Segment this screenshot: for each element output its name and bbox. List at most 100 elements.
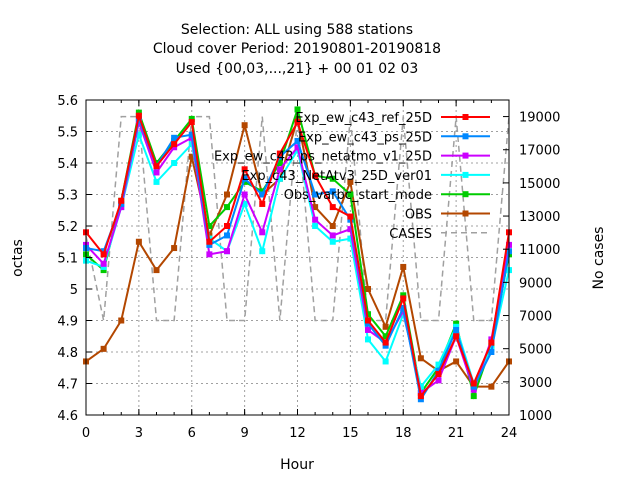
data-point: [259, 229, 266, 236]
x-tick-label: 9: [240, 426, 248, 441]
y2-tick-label: 3000: [519, 376, 552, 391]
data-point: [241, 200, 248, 207]
data-point: [435, 361, 442, 368]
legend-marker: [462, 152, 469, 159]
data-point: [382, 333, 389, 340]
data-point: [241, 191, 248, 198]
data-point: [453, 323, 460, 330]
data-point: [382, 339, 389, 346]
data-point: [365, 317, 371, 324]
data-point: [347, 178, 354, 185]
data-point: [347, 213, 354, 220]
data-point: [312, 172, 319, 179]
y2-tick-label: 1000: [519, 409, 552, 424]
data-point: [224, 204, 230, 211]
legend-label: Exp_ew_c43_ref_25D: [295, 111, 432, 126]
data-point: [118, 317, 125, 324]
data-point: [453, 333, 460, 340]
data-point: [294, 137, 301, 144]
data-point: [417, 393, 424, 400]
data-point: [329, 175, 336, 182]
y-tick-label: 4.6: [57, 409, 78, 424]
data-point: [259, 188, 266, 195]
data-point: [347, 235, 354, 242]
x-tick-label: 0: [82, 426, 90, 441]
x-tick-label: 3: [135, 426, 143, 441]
data-point: [329, 188, 336, 195]
legend-label: Exp_ew_c43_ps_25D: [298, 130, 432, 145]
y-tick-label: 5.1: [57, 252, 78, 267]
data-point: [365, 311, 371, 318]
x-tick-label: 18: [395, 426, 412, 441]
data-point: [347, 191, 354, 198]
data-point: [153, 163, 160, 170]
series-6: [85, 115, 510, 322]
y-tick-label: 4.8: [57, 346, 78, 361]
data-point: [206, 223, 213, 229]
data-point: [276, 160, 283, 166]
legend-marker: [462, 191, 469, 198]
data-point: [135, 109, 142, 116]
data-point: [488, 339, 495, 346]
data-point: [171, 160, 178, 166]
data-point: [329, 238, 336, 245]
data-point: [100, 263, 107, 270]
data-point: [188, 153, 195, 160]
legend-marker: [462, 171, 469, 178]
data-point: [153, 178, 160, 185]
data-point: [135, 112, 142, 119]
y-tick-label: 5: [70, 283, 78, 298]
chart-title-line-3: Used {00,03,...,21} + 00 01 02 03: [176, 61, 419, 77]
data-point: [171, 134, 178, 141]
legend-label: Obs_varbc_start_mode: [284, 188, 432, 203]
data-point: [312, 216, 319, 223]
data-point: [259, 200, 266, 207]
data-point: [241, 122, 248, 129]
data-point: [453, 326, 460, 333]
x-tick-label: 6: [188, 426, 196, 441]
y2-tick-label: 15000: [519, 177, 560, 192]
data-point: [100, 267, 107, 274]
data-point: [188, 119, 195, 126]
data-point: [276, 153, 283, 160]
legend-label: Exp_c43_NetAtv3_25D_ver01: [241, 169, 432, 184]
data-point: [171, 137, 178, 144]
data-point: [224, 248, 230, 255]
data-point: [453, 320, 460, 327]
y2-tick-label: 17000: [519, 144, 560, 159]
data-point: [100, 260, 107, 267]
data-point: [206, 238, 213, 245]
tick-labels: 0 3 6 9 12 15 18 21 24 4.6 4.7 4.8 4.9 5 5.1 5.2 5.3 5.4 5…: [57, 94, 560, 441]
y-tick-label: 5.4: [57, 157, 78, 172]
data-point: [329, 204, 336, 211]
chart-title-line-1: Selection: ALL using 588 stations: [181, 22, 413, 38]
y2-tick-label: 11000: [519, 243, 560, 258]
legend-label: Exp_ew_c43_ps_netatmo_v1_25D: [214, 150, 432, 165]
data-point: [417, 383, 424, 390]
data-point: [188, 131, 195, 138]
y2-tick-label: 19000: [519, 111, 560, 126]
data-point: [488, 383, 495, 390]
chart-title-line-2: Cloud cover Period: 20190801-20190818: [153, 41, 441, 57]
data-point: [435, 377, 442, 384]
tick-marks: [85, 99, 510, 416]
data-point: [153, 160, 160, 166]
data-point: [241, 166, 248, 173]
y-axis-label: octas: [10, 239, 26, 277]
x-axis-label: Hour: [280, 457, 314, 473]
data-point: [312, 204, 319, 211]
y-tick-label: 4.9: [57, 315, 78, 330]
data-point: [135, 131, 142, 138]
y-tick-label: 5.5: [57, 126, 78, 141]
data-point: [224, 232, 230, 239]
data-point: [171, 245, 178, 252]
data-point: [100, 345, 107, 352]
series-0: [83, 112, 512, 400]
legend: Exp_ew_c43_ref_25D Exp_ew_c43_ps_25D Exp_e…: [214, 111, 490, 242]
legend-marker: [462, 210, 469, 217]
data-point: [347, 226, 354, 233]
data-point: [259, 248, 266, 255]
data-point: [400, 292, 407, 299]
data-point: [294, 115, 301, 122]
